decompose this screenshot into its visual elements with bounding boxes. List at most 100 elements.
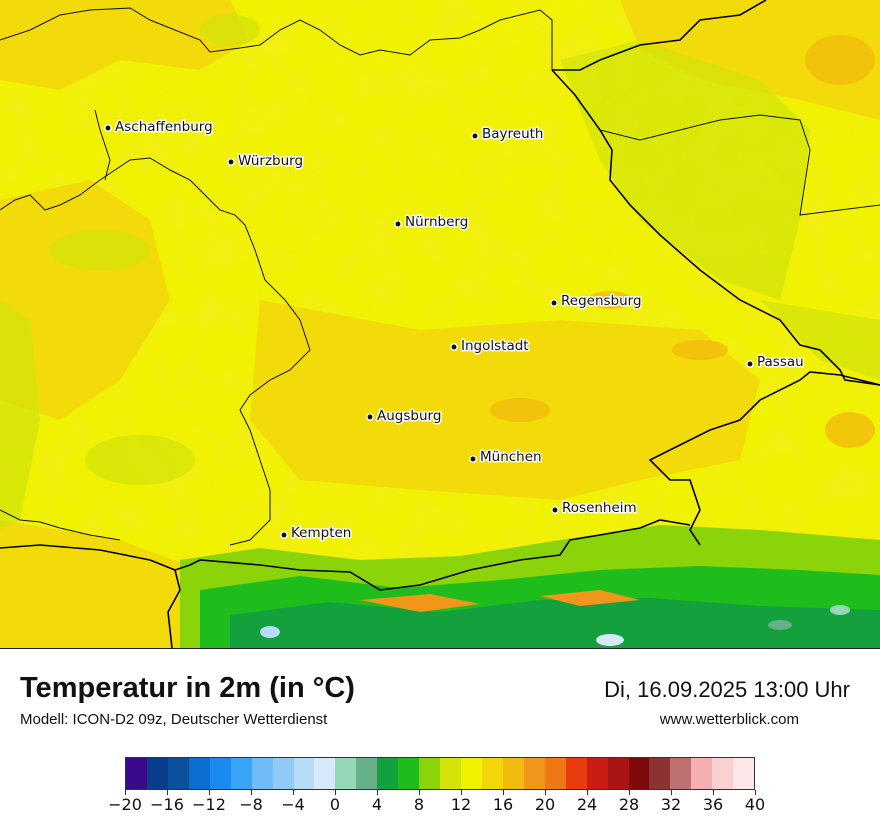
forecast-datetime: Di, 16.09.2025 13:00 Uhr	[604, 677, 850, 702]
legend-tick-label: 4	[371, 795, 383, 814]
legend-swatch	[440, 758, 461, 789]
city-dot-wuerzburg	[227, 158, 235, 166]
city-dot-kempten	[280, 531, 288, 539]
legend-swatch	[167, 758, 189, 789]
legend-tick-label: 12	[450, 795, 472, 814]
city-label-muenchen: München	[480, 449, 542, 465]
legend-swatch	[607, 758, 629, 789]
city-dot-passau	[746, 360, 754, 368]
city-dot-ingolstadt	[450, 343, 458, 351]
legend-swatch	[377, 758, 399, 789]
legend-tick-label: −16	[150, 795, 184, 814]
legend-swatch	[314, 758, 336, 789]
legend-swatch	[733, 758, 755, 789]
city-label-regensburg: Regensburg	[561, 293, 642, 309]
city-label-wuerzburg: Würzburg	[238, 153, 303, 169]
legend-tick-label: 36	[702, 795, 724, 814]
legend-tick-label: 0	[329, 795, 341, 814]
legend-tick	[419, 790, 420, 795]
city-label-ingolstadt: Ingolstadt	[461, 338, 529, 354]
legend-swatch	[398, 758, 420, 789]
map-title: Temperatur in 2m (in °C)	[20, 672, 355, 704]
city-dot-augsburg	[366, 413, 374, 421]
temperature-map: Aschaffenburg Würzburg Bayreuth Nürnberg…	[0, 0, 880, 649]
city-rosenheim: Rosenheim	[551, 499, 638, 518]
city-dot-regensburg	[550, 299, 558, 307]
city-label-passau: Passau	[757, 354, 804, 370]
city-dot-aschaffenburg	[104, 124, 112, 132]
legend-swatch	[649, 758, 671, 789]
hot-spots	[490, 35, 875, 448]
legend-tick-label: −4	[281, 795, 305, 814]
city-nuernberg: Nürnberg	[394, 213, 470, 232]
legend-tick-label: 28	[618, 795, 640, 814]
state-borders	[0, 7, 880, 546]
city-passau: Passau	[746, 353, 805, 372]
city-label-aschaffenburg: Aschaffenburg	[115, 119, 213, 135]
city-augsburg: Augsburg	[366, 407, 443, 426]
legend-tick	[293, 790, 294, 795]
legend-tick	[713, 790, 714, 795]
legend-swatch	[565, 758, 587, 789]
legend-tick-label: −20	[108, 795, 142, 814]
legend-tick	[167, 790, 168, 795]
city-bayreuth: Bayreuth	[471, 125, 545, 144]
legend-tick	[209, 790, 210, 795]
legend-swatch	[670, 758, 692, 789]
legend-swatch	[691, 758, 713, 789]
legend-swatch	[188, 758, 210, 789]
legend-tick	[125, 790, 126, 795]
country-borders	[0, 0, 880, 648]
legend-swatch	[712, 758, 734, 789]
legend-swatch	[146, 758, 168, 789]
legend-tick-label: 32	[660, 795, 682, 814]
city-aschaffenburg: Aschaffenburg	[104, 118, 214, 137]
city-muenchen: München	[469, 448, 543, 467]
model-source: Modell: ICON-D2 09z, Deutscher Wetterdie…	[20, 711, 328, 728]
legend-swatch	[461, 758, 482, 789]
legend-swatch	[209, 758, 231, 789]
legend-tick-label: 40	[744, 795, 766, 814]
legend-tick	[503, 790, 504, 795]
city-markers: Aschaffenburg Würzburg Bayreuth Nürnberg…	[104, 118, 805, 543]
city-label-bayreuth: Bayreuth	[482, 126, 544, 142]
legend-swatch	[126, 758, 147, 789]
legend-tick-label: 20	[534, 795, 556, 814]
cool-regions	[0, 14, 880, 530]
legend-tick	[755, 790, 756, 795]
city-label-augsburg: Augsburg	[377, 408, 441, 424]
legend-tick	[461, 790, 462, 795]
legend-swatch	[419, 758, 441, 789]
legend-tick-label: 16	[492, 795, 514, 814]
city-label-kempten: Kempten	[291, 525, 351, 541]
city-dot-bayreuth	[471, 132, 479, 140]
legend-tick	[377, 790, 378, 795]
legend-tick-label: 24	[576, 795, 598, 814]
legend-tick	[335, 790, 336, 795]
city-kempten: Kempten	[280, 524, 353, 543]
legend-tick-label: −8	[239, 795, 263, 814]
legend-swatch	[335, 758, 357, 789]
legend-swatch	[272, 758, 294, 789]
city-regensburg: Regensburg	[550, 292, 643, 311]
city-ingolstadt: Ingolstadt	[450, 337, 530, 356]
legend-tick	[629, 790, 630, 795]
city-dot-nuernberg	[394, 220, 402, 228]
legend-swatch	[523, 758, 545, 789]
alps-region	[180, 525, 880, 648]
legend-swatch	[502, 758, 524, 789]
website-label: www.wetterblick.com	[659, 711, 799, 728]
city-dot-rosenheim	[551, 506, 559, 514]
legend-tick	[545, 790, 546, 795]
legend-tick-label: 8	[413, 795, 425, 814]
legend-swatch	[293, 758, 315, 789]
legend-swatch	[251, 758, 273, 789]
legend-swatch	[356, 758, 378, 789]
legend-swatch	[481, 758, 503, 789]
legend-tick	[587, 790, 588, 795]
city-label-nuernberg: Nürnberg	[405, 214, 468, 230]
legend-tick-label: −12	[192, 795, 226, 814]
legend-swatch	[586, 758, 608, 789]
color-legend-ticks: −20 −16 −12 −8 −4 0 4 8 12 16 20 24 28 32 36 40	[108, 790, 765, 830]
city-wuerzburg: Würzburg	[227, 152, 305, 171]
